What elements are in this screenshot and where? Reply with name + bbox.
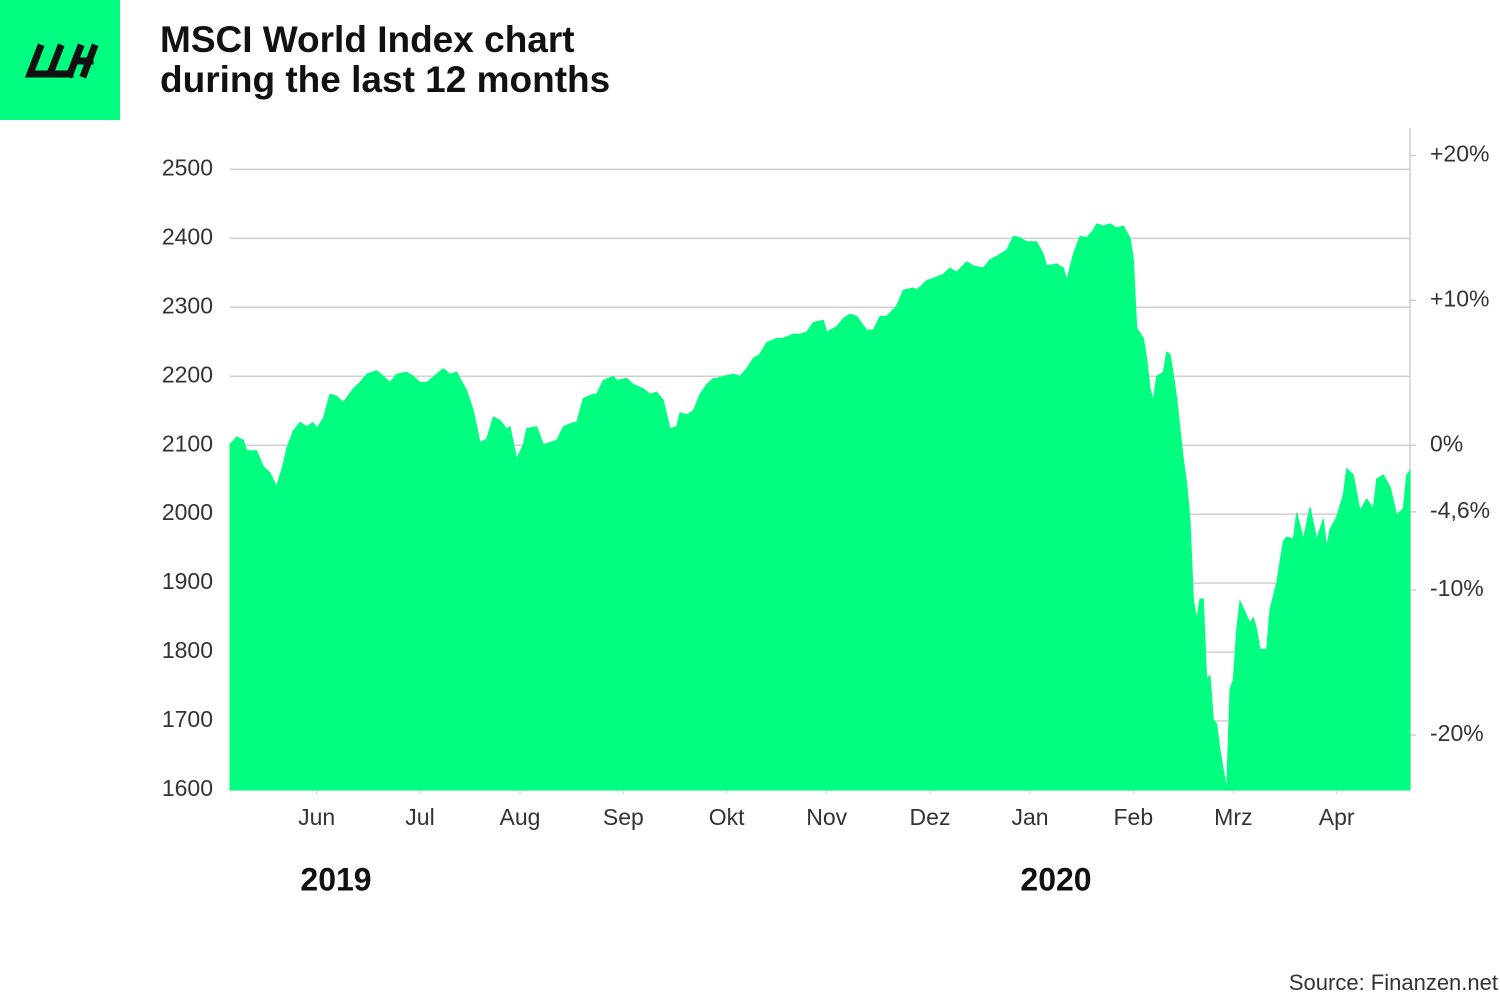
- x-tick-label: Mrz: [1214, 804, 1252, 830]
- y-tick-label: 1600: [162, 775, 213, 801]
- x-tick-label: Jun: [298, 804, 335, 830]
- x-tick-label: Jan: [1011, 804, 1048, 830]
- area: [229, 223, 1411, 791]
- x-tick-label: Dez: [910, 804, 951, 830]
- y2-tick-label: 0%: [1430, 430, 1463, 456]
- y-tick-label: 2500: [162, 154, 213, 180]
- x-tick-label: Nov: [806, 804, 847, 830]
- source-note: Source: Finanzen.net: [1289, 970, 1498, 995]
- y-tick-label: 1700: [162, 706, 213, 732]
- x-tick-label: Okt: [709, 804, 745, 830]
- y2-tick-label: +20%: [1430, 141, 1489, 167]
- x-tick-label: Feb: [1114, 804, 1154, 830]
- y2-tick-label: -20%: [1430, 720, 1484, 746]
- y2-tick-label: -4,6%: [1430, 497, 1490, 523]
- y-tick-label: 2300: [162, 292, 213, 318]
- chart-title: during the last 12 months: [160, 59, 610, 100]
- y-tick-label: 2100: [162, 430, 213, 456]
- x-tick-label: Sep: [603, 804, 644, 830]
- x-tick-label: Apr: [1319, 804, 1355, 830]
- logo-glyph: [24, 43, 99, 79]
- chart-title: MSCI World Index chart: [160, 19, 575, 60]
- y-tick-label: 2400: [162, 223, 213, 249]
- y-tick-label: 1800: [162, 637, 213, 663]
- year-label: 2019: [300, 861, 371, 897]
- y-tick-label: 1900: [162, 568, 213, 594]
- x-tick-label: Jul: [405, 804, 434, 830]
- year-label: 2020: [1020, 861, 1091, 897]
- y2-tick-label: -10%: [1430, 575, 1484, 601]
- y-tick-label: 2200: [162, 361, 213, 387]
- x-tick-label: Aug: [500, 804, 541, 830]
- y-tick-label: 2000: [162, 499, 213, 525]
- y2-tick-label: +10%: [1430, 285, 1489, 311]
- logo-background: [0, 0, 120, 120]
